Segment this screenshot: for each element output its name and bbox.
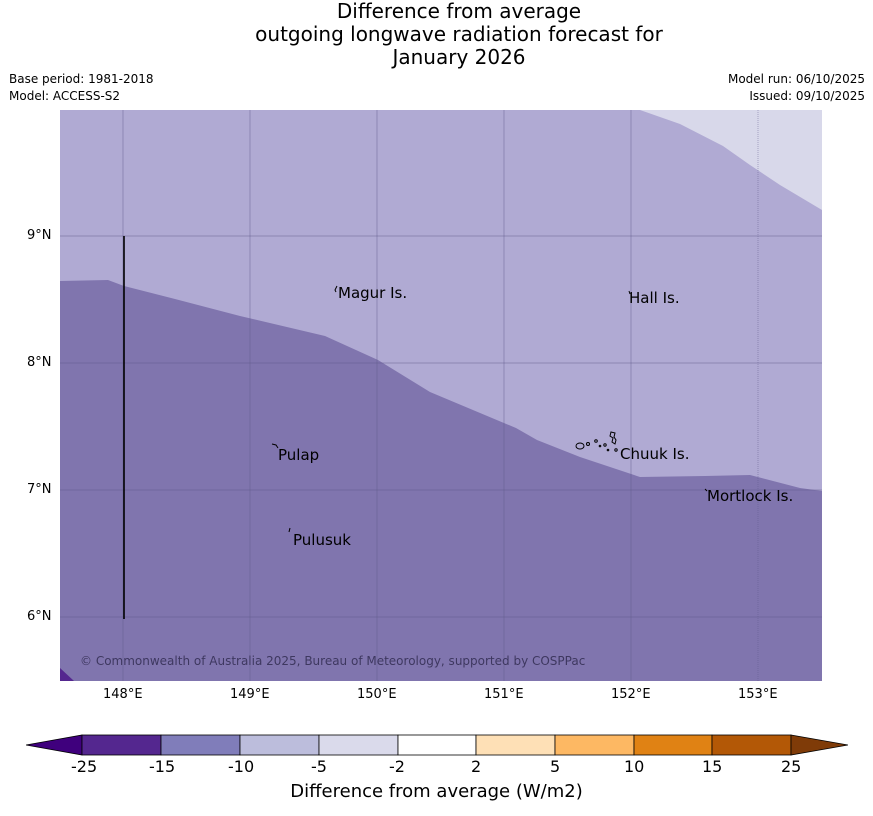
colorbar-segment-7 <box>554 734 635 756</box>
magur-island-shape <box>334 285 338 293</box>
pulusuk-island-shape <box>288 527 291 533</box>
band-minus15-minus10 <box>60 280 822 681</box>
lat-label-8n: 8°N <box>27 355 52 370</box>
colorbar-segment-8 <box>633 734 713 756</box>
lon-label-150e: 150°E <box>357 687 397 702</box>
island-markers <box>271 285 708 533</box>
model-run: Model run: 06/10/2025 <box>727 72 865 86</box>
place-mortlock: Mortlock Is. <box>707 487 794 505</box>
pulap-island-shape <box>271 443 279 449</box>
title-line-3: January 2026 <box>392 45 526 69</box>
base-period: Base period: 1981-2018 <box>9 72 154 86</box>
lon-label-153e: 153°E <box>738 687 778 702</box>
colorbar-arrow-low <box>26 734 83 756</box>
colorbar-tick-3: -5 <box>311 757 327 776</box>
colorbar-tick-2: -10 <box>228 757 255 776</box>
meta-right: Model run: 06/10/2025 Issued: 09/10/2025 <box>728 71 865 105</box>
gridlines <box>60 110 822 681</box>
band-minus25-minus15 <box>60 668 74 681</box>
lon-label-152e: 152°E <box>611 687 651 702</box>
place-pulap: Pulap <box>278 446 320 464</box>
colorbar-segment-4 <box>318 734 399 756</box>
title-line-1: Difference from average <box>336 0 582 23</box>
place-magur: Magur Is. <box>338 284 408 302</box>
colorbar-tick-0: -25 <box>71 757 98 776</box>
meta-left: Base period: 1981-2018 Model: ACCESS-S2 <box>9 71 154 105</box>
lat-label-6n: 6°N <box>27 609 52 624</box>
hall-island-shape <box>628 290 631 295</box>
lon-label-151e: 151°E <box>484 687 524 702</box>
colorbar-arrow-high <box>790 734 848 756</box>
place-chuuk: Chuuk Is. <box>620 445 690 463</box>
mortlock-island-shape <box>704 488 708 492</box>
chuuk-island-shapes <box>575 431 618 452</box>
colorbar-tick-1: -15 <box>149 757 176 776</box>
lat-label-7n: 7°N <box>27 482 52 497</box>
place-hall: Hall Is. <box>629 289 680 307</box>
colorbar-tick-4: -2 <box>389 757 405 776</box>
colorbar-segment-5 <box>397 734 477 756</box>
place-pulusuk: Pulusuk <box>293 531 351 549</box>
colorbar-segment-9 <box>711 734 792 756</box>
lon-label-149e: 149°E <box>230 687 270 702</box>
colorbar-segment-2 <box>160 734 241 756</box>
colorbar-segment-6 <box>475 734 556 756</box>
lon-label-148e: 148°E <box>103 687 143 702</box>
colorbar-tick-8: 15 <box>702 757 723 776</box>
band-minus5-minus2 <box>640 110 822 210</box>
colorbar <box>26 734 848 756</box>
colorbar-label: Difference from average (W/m2) <box>290 781 583 802</box>
map-canvas[interactable] <box>60 110 822 681</box>
colorbar-tick-6: 5 <box>550 757 561 776</box>
lat-label-9n: 9°N <box>27 228 52 243</box>
colorbar-segment-3 <box>239 734 320 756</box>
title-line-2: outgoing longwave radiation forecast for <box>255 22 663 46</box>
colorbar-tick-7: 10 <box>624 757 645 776</box>
colorbar-tick-5: 2 <box>471 757 482 776</box>
colorbar-tick-9: 25 <box>781 757 802 776</box>
model-name: Model: ACCESS-S2 <box>9 89 121 103</box>
colorbar-segment-1 <box>81 734 162 756</box>
map-title: Difference from average outgoing longwav… <box>0 0 873 69</box>
copyright-notice: © Commonwealth of Australia 2025, Bureau… <box>80 654 586 668</box>
issued-date: Issued: 09/10/2025 <box>749 89 865 103</box>
